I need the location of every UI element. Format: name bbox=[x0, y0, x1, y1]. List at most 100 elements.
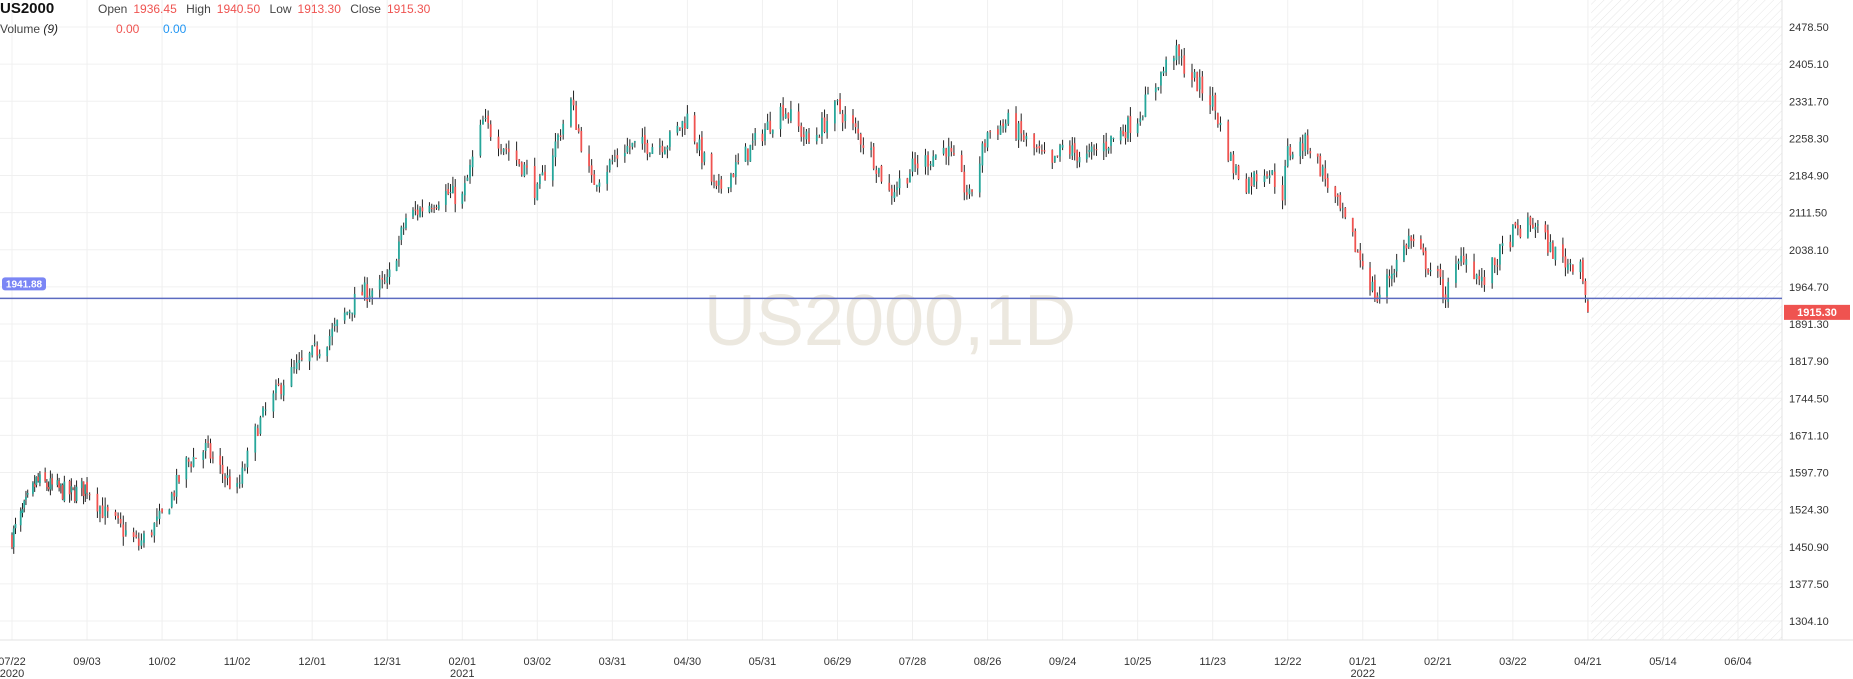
candle-body-up bbox=[1499, 244, 1501, 265]
candle-body-down bbox=[150, 532, 153, 536]
candle-body-up bbox=[331, 328, 334, 337]
candle-body-down bbox=[950, 147, 953, 152]
candle-body-down bbox=[984, 142, 986, 147]
candle-body-up bbox=[259, 417, 262, 434]
candle-body-down bbox=[1473, 261, 1475, 280]
candle-body-up bbox=[463, 183, 466, 196]
candle-body-down bbox=[888, 182, 891, 191]
candle-body-up bbox=[412, 209, 414, 217]
candle-body-up bbox=[318, 353, 321, 357]
candle-body-up bbox=[633, 141, 636, 143]
candle-body-down bbox=[430, 208, 433, 210]
candle-body-up bbox=[1127, 117, 1129, 139]
candle-body-up bbox=[1299, 141, 1302, 157]
candle-body-down bbox=[1281, 185, 1284, 201]
candle-body-up bbox=[1386, 274, 1388, 296]
candle-body-down bbox=[841, 113, 844, 123]
candle-body-up bbox=[405, 218, 407, 229]
candle-body-down bbox=[256, 428, 259, 436]
candle-body-up bbox=[968, 188, 971, 195]
candle-body-up bbox=[1511, 224, 1514, 246]
candle-body-up bbox=[1248, 178, 1250, 193]
candle-body-up bbox=[1112, 137, 1115, 139]
x-tick-label: 02/21 bbox=[1424, 656, 1452, 668]
candle-body-down bbox=[228, 476, 231, 489]
candle-body-down bbox=[1237, 165, 1240, 180]
candle-body-down bbox=[1373, 279, 1376, 299]
candle-body-up bbox=[449, 192, 452, 194]
open-value: 1936.45 bbox=[133, 2, 177, 16]
candle-body-up bbox=[749, 144, 752, 162]
x-tick-label: 04/30 bbox=[674, 656, 702, 668]
candle-body-down bbox=[1316, 153, 1319, 157]
candle-body-up bbox=[1165, 59, 1168, 73]
x-tick-label: 11/23 bbox=[1199, 656, 1226, 668]
candle-body-down bbox=[1273, 171, 1276, 187]
horizontal-line-label: 1941.88 bbox=[6, 279, 43, 290]
candle-body-up bbox=[84, 484, 87, 494]
y-tick-label: 1304.10 bbox=[1789, 616, 1829, 628]
candle-body-down bbox=[1178, 44, 1180, 56]
candle-body-down bbox=[487, 115, 490, 124]
candle-body-down bbox=[414, 209, 417, 211]
candle-body-down bbox=[693, 115, 696, 142]
candle-body-down bbox=[212, 457, 214, 459]
candle-body-down bbox=[1033, 133, 1036, 148]
candle-body-down bbox=[880, 165, 883, 182]
candle-body-down bbox=[1462, 255, 1465, 263]
candle-body-up bbox=[833, 101, 836, 124]
candle-body-down bbox=[769, 120, 772, 133]
candle-body-up bbox=[400, 227, 403, 240]
candle-body-up bbox=[611, 160, 614, 162]
candle-body-down bbox=[808, 133, 810, 142]
candle-body-up bbox=[1341, 208, 1344, 210]
x-tick-label: 06/04 bbox=[1724, 656, 1752, 668]
high-value: 1940.50 bbox=[216, 2, 261, 16]
y-tick-label: 1597.70 bbox=[1789, 468, 1829, 480]
symbol-name[interactable]: US2000 bbox=[0, 0, 55, 17]
candle-body-up bbox=[681, 121, 684, 129]
candle-body-down bbox=[1324, 168, 1327, 180]
volume-readout: Volume (9) 0.00 0.00 bbox=[0, 20, 186, 38]
candle-body-up bbox=[1144, 94, 1147, 117]
candle-body-up bbox=[570, 98, 572, 126]
candle-body-up bbox=[482, 119, 484, 125]
candle-body-down bbox=[914, 158, 917, 165]
candle-body-up bbox=[1088, 149, 1091, 153]
candle-body-up bbox=[1263, 175, 1266, 182]
candle-body-up bbox=[402, 227, 405, 229]
candle-body-up bbox=[703, 152, 706, 162]
candle-body-down bbox=[872, 146, 875, 169]
candle-body-down bbox=[500, 149, 502, 151]
candle-body-up bbox=[1154, 87, 1157, 93]
candle-body-down bbox=[782, 105, 785, 117]
candle-body-down bbox=[1056, 155, 1059, 157]
candle-body-down bbox=[361, 291, 364, 296]
candle-body-down bbox=[701, 137, 703, 163]
candle-body-down bbox=[366, 284, 369, 301]
candle-body-up bbox=[1268, 175, 1271, 178]
candle-body-down bbox=[58, 480, 61, 488]
candle-body-up bbox=[1429, 270, 1432, 272]
candle-body-down bbox=[1587, 301, 1589, 312]
candle-body-down bbox=[1255, 173, 1258, 182]
candle-body-down bbox=[761, 133, 764, 142]
candle-body-down bbox=[1483, 276, 1486, 285]
candle-body-up bbox=[666, 147, 669, 150]
candle-body-up bbox=[1554, 246, 1557, 261]
candle-body-up bbox=[727, 187, 730, 189]
candle-body-down bbox=[1336, 194, 1339, 197]
candle-body-down bbox=[37, 476, 40, 481]
x-tick-label: 05/14 bbox=[1649, 656, 1677, 668]
candle-body-up bbox=[641, 136, 644, 144]
candle-body-down bbox=[1359, 250, 1362, 261]
candle-body-up bbox=[351, 312, 354, 314]
candle-body-up bbox=[538, 176, 541, 185]
candle-body-up bbox=[1136, 123, 1139, 134]
candle-body-down bbox=[696, 143, 698, 149]
candle-body-up bbox=[262, 407, 264, 417]
candle-body-down bbox=[1369, 267, 1371, 290]
candle-body-up bbox=[1085, 153, 1088, 160]
